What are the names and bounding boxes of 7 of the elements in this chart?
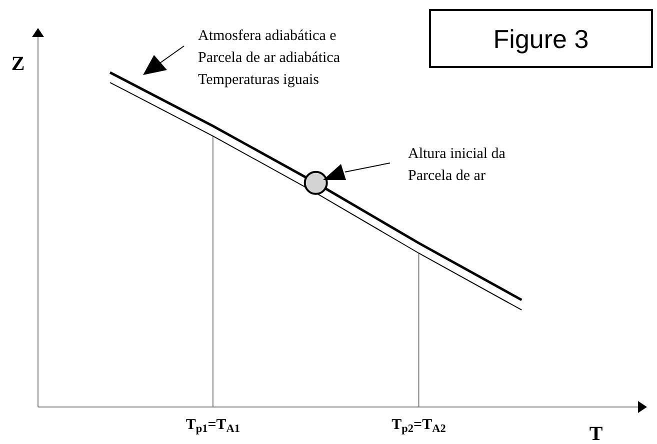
chart-title: Figure 3 [493, 24, 589, 54]
x-axis-title: T [589, 423, 604, 444]
x-tick-label: T$_{p1}$=T$_{A1}$ [186, 417, 240, 435]
annotation: Atmosfera adiabática e Parcela de ar adiabática Temperaturas iguais [198, 28, 340, 88]
annotation: Altura inicial da Parcela de ar [408, 146, 506, 184]
y-axis-title: Z [11, 53, 25, 75]
x-tick-label: T$_{p2}$=T$_{A2}$ [392, 417, 446, 435]
